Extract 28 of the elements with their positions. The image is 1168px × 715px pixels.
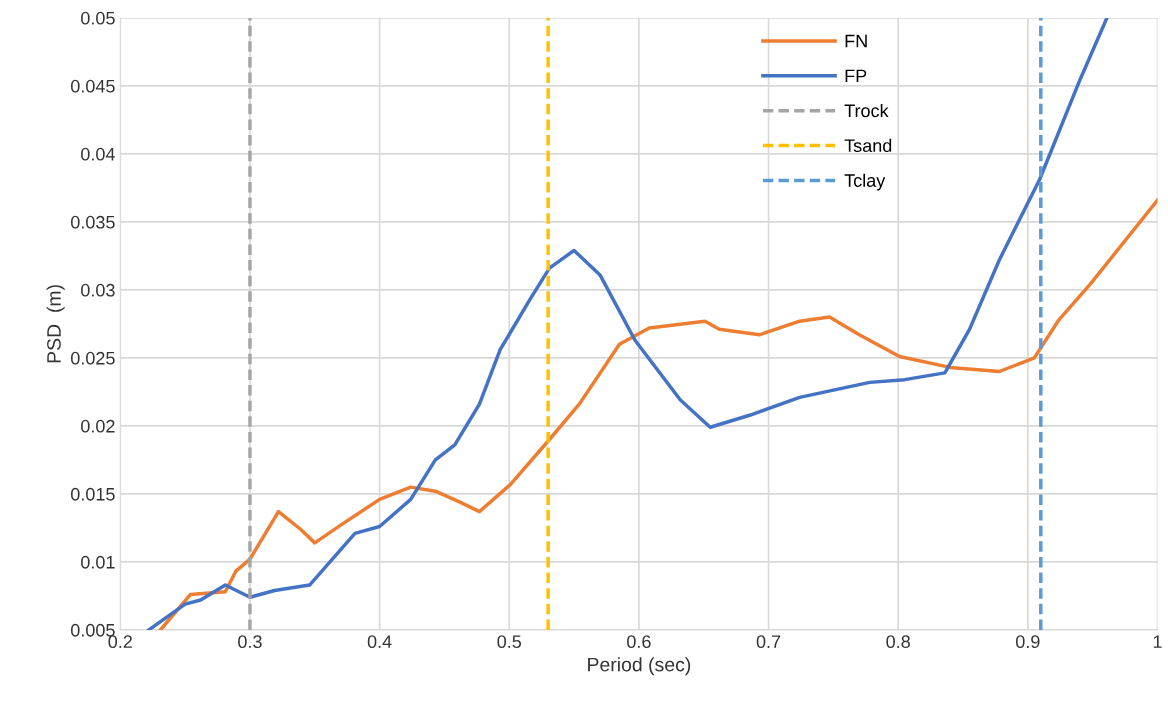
legend-label: Tsand (844, 138, 892, 153)
x-tick-label: 0.6 (627, 635, 651, 649)
x-tick-label: 0.7 (756, 635, 781, 649)
y-tick-label: 0.005 (70, 623, 115, 637)
legend-label: Trock (844, 103, 889, 118)
y-tick-label: 0.05 (81, 11, 115, 25)
y-tick-label: 0.035 (70, 215, 115, 229)
line-series (147, 17, 1109, 630)
x-tick-label: 0.3 (238, 635, 262, 649)
y-tick-label: 0.015 (70, 487, 115, 501)
x-tick-label: 0.8 (886, 635, 910, 649)
y-tick-label: 0.045 (70, 79, 115, 93)
y-axis-title: PSD (m) (46, 285, 65, 363)
x-tick-label: 0.4 (367, 635, 392, 649)
x-tick-label: 0.9 (1016, 635, 1040, 649)
y-tick-label: 0.02 (81, 419, 115, 433)
y-tick-label: 0.04 (81, 147, 115, 161)
legend-label: Tclay (844, 173, 886, 191)
legend-label: FN (845, 34, 867, 48)
legend-label: FP (845, 69, 867, 83)
y-tick-label: 0.01 (81, 555, 115, 569)
x-tick-label: 1 (1153, 635, 1162, 648)
x-tick-label: 0.5 (497, 635, 522, 649)
y-tick-label: 0.03 (81, 283, 115, 297)
line-series (158, 198, 1158, 630)
x-tick-label: 0.2 (108, 635, 132, 649)
y-tick-label: 0.025 (70, 351, 115, 365)
x-axis-title: Period (sec) (588, 657, 691, 676)
